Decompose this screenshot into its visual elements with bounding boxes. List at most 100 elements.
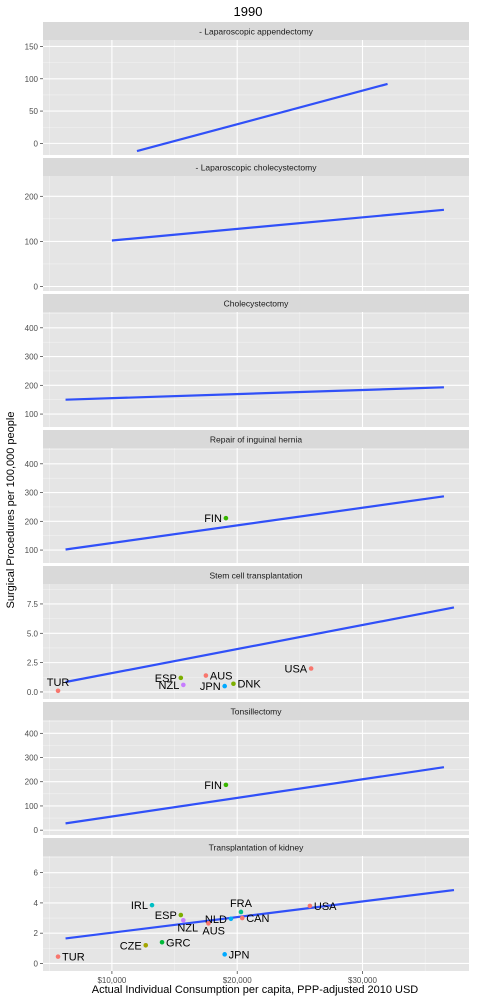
data-point [181,682,186,688]
point-label: NZL [177,922,198,934]
data-point [149,902,155,908]
y-tick-label: 0 [34,826,39,835]
panel-background [43,584,469,699]
y-tick-label: 2 [34,929,39,938]
data-point [222,952,227,957]
panel-background [43,40,469,155]
data-point [159,939,165,945]
data-point [178,912,184,918]
data-point [223,782,229,788]
trend-line [65,386,444,401]
y-tick-label: 300 [25,754,39,763]
x-tick-label: $20,000 [223,976,252,985]
facet-panel: - Laparoscopic appendectomy 0 50 100 150 [25,22,469,155]
trend-line [65,495,445,551]
facet-panel: Transplantation of kidney 0 2 4 6 TUR IRL ESPNZ… [34,838,469,971]
y-tick-label: 0.0 [27,688,39,697]
trend-line [111,208,445,242]
y-tick-label: 100 [25,546,39,555]
panel-background [43,856,469,971]
y-axis-label: Surgical Procedures per 100,000 people [5,412,17,609]
facet-panel: Repair of inguinal hernia 100 200 300 400 FIN [25,430,469,563]
point-label: IRL [131,900,148,912]
point-label: JPN [229,949,250,961]
y-tick-label: 2.5 [27,659,39,668]
y-tick-label: 0 [34,139,39,148]
facet-strip-label: Repair of inguinal hernia [210,435,302,445]
point-label: FIN [204,513,222,525]
y-tick-label: 300 [25,353,39,362]
data-point [228,916,234,922]
facet-panel: Stem cell transplantation 0.0 2.5 5.0 7.5 TUR… [27,566,469,699]
trend-line [65,766,445,825]
point-label: DNK [237,679,261,691]
facet-strip [43,566,469,584]
y-tick-label: 400 [25,460,39,469]
y-tick-label: 50 [29,107,38,116]
data-point [55,954,61,959]
data-point [308,666,314,671]
point-label: FRA [230,898,253,910]
data-point [203,673,209,678]
point-label: ESP [155,673,177,685]
facet-strip [43,158,469,176]
panel-background [43,176,469,291]
trend-line [65,606,455,684]
y-tick-label: 200 [25,192,39,201]
point-label: ESP [155,910,177,922]
facet-strip [43,838,469,856]
y-tick-label: 100 [25,802,39,811]
y-tick-label: 100 [25,237,39,246]
point-label: JPN [200,681,221,693]
data-point [223,515,229,521]
facet-strip-label: Cholecystectomy [224,299,289,309]
facet-strip-label: Transplantation of kidney [209,843,304,853]
y-tick-label: 100 [25,410,39,419]
point-label: GRC [166,937,191,949]
chart-title: 1990 [234,4,263,19]
point-label: AUS [210,671,233,683]
data-point [178,675,184,681]
y-tick-label: 200 [25,517,39,526]
x-axis-label: Actual Individual Consumption per capita… [92,984,419,996]
x-axis: $10,000 $20,000 $30,000 [97,971,378,985]
facet-panel: - Laparoscopic cholecystectomy 0 100 200 [25,158,469,291]
y-tick-label: 400 [25,324,39,333]
data-point [307,903,313,909]
y-tick-label: 6 [34,869,39,878]
facet-strip [43,702,469,720]
panel-background [43,312,469,427]
facet-panel: Cholecystectomy 100 200 300 400 [25,294,469,427]
data-point [238,909,244,915]
data-point [222,683,227,689]
point-label: TUR [47,677,70,689]
x-tick-label: $10,000 [97,976,126,985]
facet-strip-label: Stem cell transplantation [209,571,302,581]
y-tick-label: 150 [25,42,39,51]
point-label: AUS [202,925,225,937]
data-point [206,921,211,926]
facet-strip-label: Tonsillectomy [230,707,282,717]
facet-strip [43,294,469,312]
point-label: USA [285,663,308,675]
point-label: CAN [246,913,269,925]
point-label: NZL [159,680,180,692]
facet-panel: Tonsillectomy 0 100 200 300 400 FIN [25,702,469,835]
facet-strip-label: - Laparoscopic appendectomy [199,27,314,37]
data-point [143,942,149,948]
panel-background [43,448,469,563]
facet-strip [43,430,469,448]
data-point [181,918,186,923]
y-tick-label: 300 [25,489,39,498]
data-point [239,915,245,921]
y-tick-label: 0 [34,282,39,291]
point-label: FIN [204,780,222,792]
y-tick-label: 200 [25,381,39,390]
y-tick-label: 200 [25,778,39,787]
point-label: TUR [62,952,85,964]
trend-line [65,888,455,940]
facet-strip [43,22,469,40]
